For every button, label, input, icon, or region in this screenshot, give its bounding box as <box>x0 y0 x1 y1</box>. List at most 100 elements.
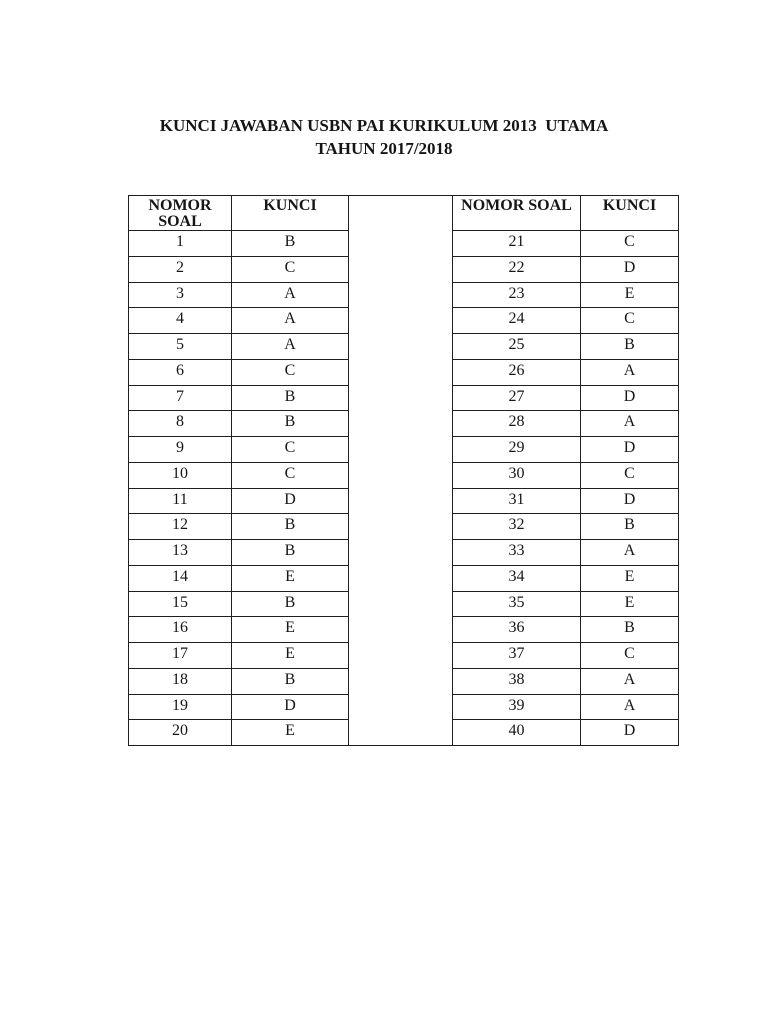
table-row: 15 B 35 E <box>128 590 679 618</box>
table-row: 19 D 39 A <box>128 693 679 721</box>
table-spacer-cell <box>348 195 453 746</box>
question-number-cell: 34 <box>452 564 581 592</box>
question-number-cell: 29 <box>452 436 581 463</box>
question-number-cell: 18 <box>128 667 232 695</box>
table-row: 7 B 27 D <box>128 384 679 412</box>
question-number-cell: 12 <box>128 513 232 540</box>
page-title-line-2: TAHUN 2017/2018 <box>315 139 453 158</box>
question-number-cell: 11 <box>128 487 232 515</box>
table-row: 12 B 32 B <box>128 513 679 540</box>
question-number-cell: 35 <box>452 590 581 618</box>
answer-key-cell: D <box>580 436 679 463</box>
question-number-cell: 19 <box>128 693 232 721</box>
answer-key-cell: A <box>580 693 679 721</box>
question-number-cell: 3 <box>128 281 232 309</box>
question-number-cell: 26 <box>452 358 581 386</box>
question-number-cell: 25 <box>452 333 581 360</box>
table-row: 20 E 40 D <box>128 719 679 746</box>
answer-key-cell: C <box>231 358 349 386</box>
question-number-cell: 30 <box>452 461 581 489</box>
table-row: 11 D 31 D <box>128 487 679 515</box>
question-number-cell: 36 <box>452 616 581 643</box>
answer-key-cell: C <box>580 307 679 334</box>
question-number-cell: 24 <box>452 307 581 334</box>
question-number-cell: 37 <box>452 642 581 669</box>
question-number-cell: 32 <box>452 513 581 540</box>
answer-table-body: NOMOR SOAL KUNCI NOMOR SOAL KUNCI 1 B 21 C 2… <box>128 195 679 746</box>
question-number-cell: 14 <box>128 564 232 592</box>
answer-key-cell: B <box>580 333 679 360</box>
answer-key-cell: A <box>231 281 349 309</box>
question-number-cell: 33 <box>452 539 581 566</box>
left-kunci-header: KUNCI <box>231 195 349 231</box>
question-number-cell: 40 <box>452 719 581 746</box>
question-number-cell: 16 <box>128 616 232 643</box>
question-number-cell: 2 <box>128 255 232 283</box>
answer-key-cell: D <box>580 487 679 515</box>
answer-key-cell: E <box>580 564 679 592</box>
answer-key-cell: E <box>231 616 349 643</box>
question-number-cell: 8 <box>128 410 232 437</box>
answer-key-cell: A <box>580 358 679 386</box>
table-row: 6 C 26 A <box>128 358 679 386</box>
table-row: 13 B 33 A <box>128 539 679 566</box>
question-number-cell: 15 <box>128 590 232 618</box>
answer-key-table: NOMOR SOAL KUNCI NOMOR SOAL KUNCI 1 B 21 C 2… <box>128 195 679 746</box>
left-nomor-soal-header: NOMOR SOAL <box>128 195 232 231</box>
answer-key-cell: E <box>231 719 349 746</box>
question-number-cell: 20 <box>128 719 232 746</box>
table-row: 16 E 36 B <box>128 616 679 643</box>
question-number-cell: 9 <box>128 436 232 463</box>
question-number-cell: 21 <box>452 230 581 257</box>
question-number-cell: 5 <box>128 333 232 360</box>
answer-key-cell: D <box>231 487 349 515</box>
answer-key-cell: C <box>231 436 349 463</box>
answer-key-cell: A <box>231 307 349 334</box>
answer-key-cell: B <box>580 616 679 643</box>
question-number-cell: 27 <box>452 384 581 412</box>
answer-key-cell: E <box>580 281 679 309</box>
answer-key-cell: C <box>580 230 679 257</box>
answer-key-cell: E <box>231 564 349 592</box>
answer-key-cell: D <box>231 693 349 721</box>
question-number-cell: 39 <box>452 693 581 721</box>
answer-key-cell: B <box>231 539 349 566</box>
table-row: 5 A 25 B <box>128 333 679 360</box>
answer-key-cell: D <box>580 384 679 412</box>
answer-key-cell: A <box>580 539 679 566</box>
question-number-cell: 13 <box>128 539 232 566</box>
question-number-cell: 17 <box>128 642 232 669</box>
answer-key-cell: A <box>580 410 679 437</box>
answer-key-cell: C <box>580 461 679 489</box>
answer-key-cell: B <box>231 513 349 540</box>
answer-key-cell: E <box>580 590 679 618</box>
table-header-row: NOMOR SOAL KUNCI NOMOR SOAL KUNCI <box>128 195 679 746</box>
answer-key-cell: C <box>231 255 349 283</box>
right-nomor-soal-header: NOMOR SOAL <box>452 195 581 231</box>
answer-key-cell: E <box>231 642 349 669</box>
table-row: 9 C 29 D <box>128 436 679 463</box>
question-number-cell: 1 <box>128 230 232 257</box>
answer-key-cell: B <box>231 590 349 618</box>
page-title-line-1: KUNCI JAWABAN USBN PAI KURIKULUM 2013 UT… <box>159 116 609 135</box>
table-row: 17 E 37 C <box>128 642 679 669</box>
question-number-cell: 38 <box>452 667 581 695</box>
table-row: 2 C 22 D <box>128 255 679 283</box>
answer-key-cell: B <box>580 513 679 540</box>
answer-key-cell: C <box>580 642 679 669</box>
question-number-cell: 31 <box>452 487 581 515</box>
question-number-cell: 4 <box>128 307 232 334</box>
answer-key-cell: C <box>231 461 349 489</box>
answer-key-cell: B <box>231 410 349 437</box>
answer-key-cell: A <box>580 667 679 695</box>
question-number-cell: 23 <box>452 281 581 309</box>
question-number-cell: 7 <box>128 384 232 412</box>
question-number-cell: 6 <box>128 358 232 386</box>
answer-key-cell: B <box>231 667 349 695</box>
table-row: 14 E 34 E <box>128 564 679 592</box>
page-title: KUNCI JAWABAN USBN PAI KURIKULUM 2013 UT… <box>0 114 768 160</box>
right-kunci-header: KUNCI <box>580 195 679 231</box>
answer-key-cell: D <box>580 255 679 283</box>
question-number-cell: 22 <box>452 255 581 283</box>
